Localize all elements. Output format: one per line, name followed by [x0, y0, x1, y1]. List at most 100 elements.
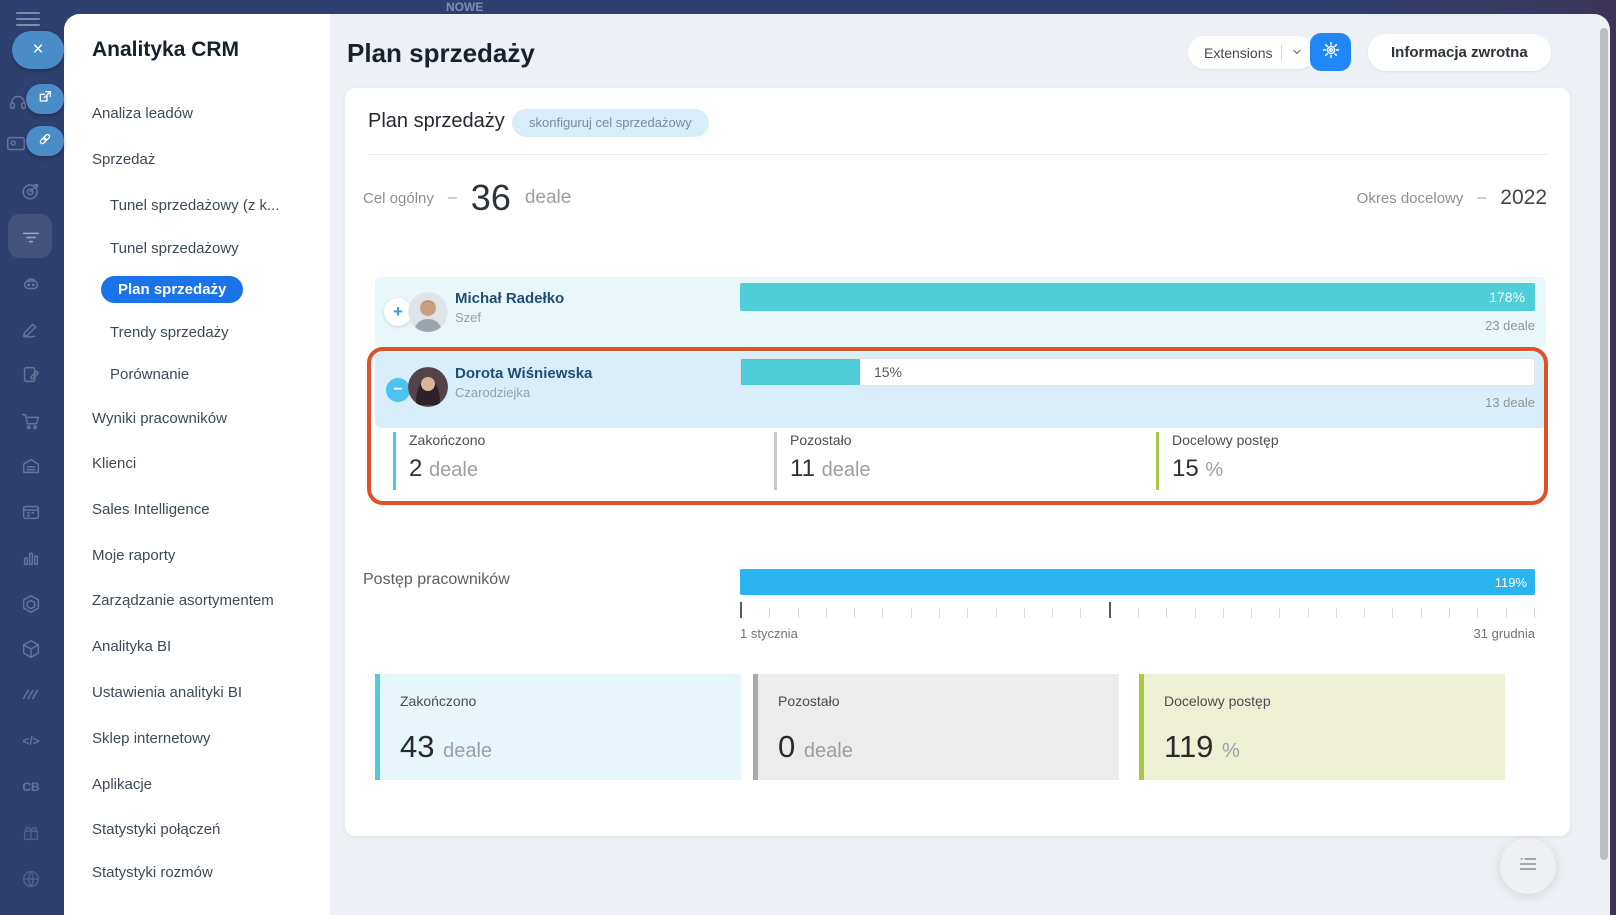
- sidebar-item-klienci[interactable]: Klienci: [92, 455, 137, 472]
- code-icon[interactable]: </>: [22, 734, 40, 748]
- summary-unit: deale: [803, 740, 853, 762]
- timeline-dates: 1 stycznia 31 grudnia: [740, 626, 1535, 641]
- period-value: 2022: [1500, 186, 1547, 209]
- summary-value: 0: [778, 729, 796, 764]
- gear-icon: [1321, 40, 1341, 65]
- settings-button[interactable]: [1310, 33, 1351, 71]
- sidebar-item-tunel[interactable]: Tunel sprzedażowy: [110, 240, 239, 257]
- deals-count: 13 deale: [1485, 395, 1535, 410]
- extensions-dropdown[interactable]: Extensions: [1188, 36, 1316, 69]
- minus-icon: −: [393, 381, 403, 398]
- open-external-button[interactable]: [26, 84, 64, 114]
- stat-target-progress: Docelowy postęp 15 %: [1156, 432, 1279, 490]
- sidebar-item-wyniki[interactable]: Wyniki pracowników: [92, 410, 227, 427]
- sidebar-item-porownanie[interactable]: Porównanie: [110, 366, 190, 383]
- progress-percent: 178%: [1489, 289, 1525, 305]
- close-icon: ×: [32, 39, 44, 60]
- gift-icon[interactable]: [19, 821, 43, 845]
- sidebar-item-stat-polaczen[interactable]: Statystyki połączeń: [92, 821, 221, 838]
- team-progress-label: Postęp pracowników: [363, 571, 510, 588]
- summary-unit: deale: [443, 740, 493, 762]
- garage-icon[interactable]: [19, 454, 43, 478]
- sidebar-item-sales-intelligence[interactable]: Sales Intelligence: [92, 501, 210, 518]
- filter-icon[interactable]: [19, 225, 43, 249]
- deals-count: 23 deale: [1485, 318, 1535, 333]
- sidebar-item-trendy[interactable]: Trendy sprzedaży: [110, 324, 229, 341]
- link-icon: [37, 131, 53, 152]
- sidebar-item-moje-raporty[interactable]: Moje raporty: [92, 547, 176, 564]
- sidebar-item-ustawienia-bi[interactable]: Ustawienia analityki BI: [92, 684, 243, 701]
- extensions-label: Extensions: [1204, 44, 1273, 61]
- pen-icon[interactable]: [19, 317, 43, 341]
- hamburger-menu-icon[interactable]: [16, 12, 40, 30]
- stat-value: 2: [409, 455, 423, 482]
- copy-link-button[interactable]: [26, 126, 64, 156]
- stat-value: 11: [790, 455, 815, 482]
- employee-name[interactable]: Dorota Wiśniewska: [455, 365, 593, 382]
- sales-plan-card: Plan sprzedaży skonfiguruj cel sprzedażo…: [345, 88, 1570, 836]
- cart-icon[interactable]: [19, 409, 43, 433]
- nowe-tab-label: NOWE: [446, 0, 484, 14]
- summary-card-target-progress: Docelowy postęp 119 %: [1139, 674, 1505, 780]
- configure-goal-badge[interactable]: skonfiguruj cel sprzedażowy: [512, 109, 709, 137]
- sidebar-item-stat-rozmow[interactable]: Statystyki rozmów: [92, 864, 213, 881]
- globe-icon[interactable]: [19, 867, 43, 891]
- card-title: Plan sprzedaży: [368, 110, 505, 132]
- sidebar-item-zarzadzanie[interactable]: Zarządzanie asortymentem: [92, 592, 274, 609]
- hexagon-icon[interactable]: [19, 592, 43, 616]
- goal-row: Cel ogólny – 36 deale Okres docelowy – 2…: [363, 172, 1547, 224]
- progress-fill: [741, 359, 860, 385]
- timeline-start: 1 stycznia: [740, 626, 798, 641]
- stat-unit: deale: [429, 459, 478, 481]
- expand-button[interactable]: +: [384, 298, 412, 326]
- sidebar-item-analiza-leadow[interactable]: Analiza leadów: [92, 105, 193, 122]
- sidebar-item-sprzedaz[interactable]: Sprzedaż: [92, 151, 156, 168]
- sidebar-item-tunel-z-k[interactable]: Tunel sprzedażowy (z k...: [110, 197, 280, 214]
- employee-name[interactable]: Michał Radełko: [455, 290, 565, 307]
- employee-role: Czarodziejka: [455, 385, 531, 400]
- robot-icon[interactable]: [19, 271, 43, 295]
- dash: –: [1477, 189, 1487, 206]
- headset-icon: [6, 90, 30, 114]
- sidebar-item-sklep[interactable]: Sklep internetowy: [92, 730, 211, 747]
- target-icon[interactable]: [19, 179, 43, 203]
- timeline-end: 31 grudnia: [1473, 626, 1535, 641]
- bar-chart-icon[interactable]: [19, 546, 43, 570]
- sidebar-item-plan-sprzedazy[interactable]: Plan sprzedaży: [101, 276, 244, 303]
- close-panel-button[interactable]: ×: [12, 31, 64, 69]
- calendar-icon[interactable]: [19, 500, 43, 524]
- dash: –: [447, 189, 457, 206]
- feedback-button[interactable]: Informacja zwrotna: [1368, 34, 1551, 71]
- cube-icon[interactable]: [19, 637, 43, 661]
- sidebar-title: Analityka CRM: [92, 38, 240, 61]
- sidebar-item-aplikacje[interactable]: Aplikacje: [92, 776, 153, 793]
- avatar-michal: [408, 292, 448, 332]
- stat-unit: %: [1205, 459, 1224, 481]
- page-title: Plan sprzedaży: [347, 38, 535, 68]
- avatar-dorota: [408, 367, 448, 407]
- external-link-icon: [37, 89, 53, 110]
- user-screen-icon: [4, 132, 28, 156]
- period-label: Okres docelowy: [1356, 189, 1464, 207]
- document-edit-icon[interactable]: [19, 363, 43, 387]
- stat-value: 15: [1172, 455, 1199, 482]
- chevron-down-icon: [1291, 45, 1303, 61]
- summary-value: 43: [400, 729, 435, 764]
- team-progress-percent: 119%: [1494, 574, 1527, 590]
- team-progress-bar: 119%: [740, 569, 1535, 595]
- employee-row-dorota: − Dorota Wiśniewska Czarodziejka 15% 13 …: [375, 352, 1546, 428]
- rail-active-item-background: [8, 214, 52, 258]
- waves-icon[interactable]: [19, 683, 43, 707]
- stat-remaining: Pozostało 11 deale: [774, 432, 871, 490]
- list-view-button[interactable]: [1500, 838, 1556, 894]
- collapse-button[interactable]: −: [386, 378, 410, 402]
- list-icon: [1517, 853, 1539, 880]
- goal-value: 36: [470, 177, 511, 218]
- stat-completed: Zakończono 2 deale: [393, 432, 485, 490]
- sidebar-item-analityka-bi[interactable]: Analityka BI: [92, 638, 172, 655]
- vertical-scrollbar[interactable]: [1600, 28, 1608, 860]
- plus-icon: +: [393, 302, 403, 321]
- timeline-ruler: [740, 601, 1535, 618]
- cb-badge-icon[interactable]: CB: [22, 780, 40, 794]
- summary-card-remaining: Pozostało 0 deale: [753, 674, 1119, 780]
